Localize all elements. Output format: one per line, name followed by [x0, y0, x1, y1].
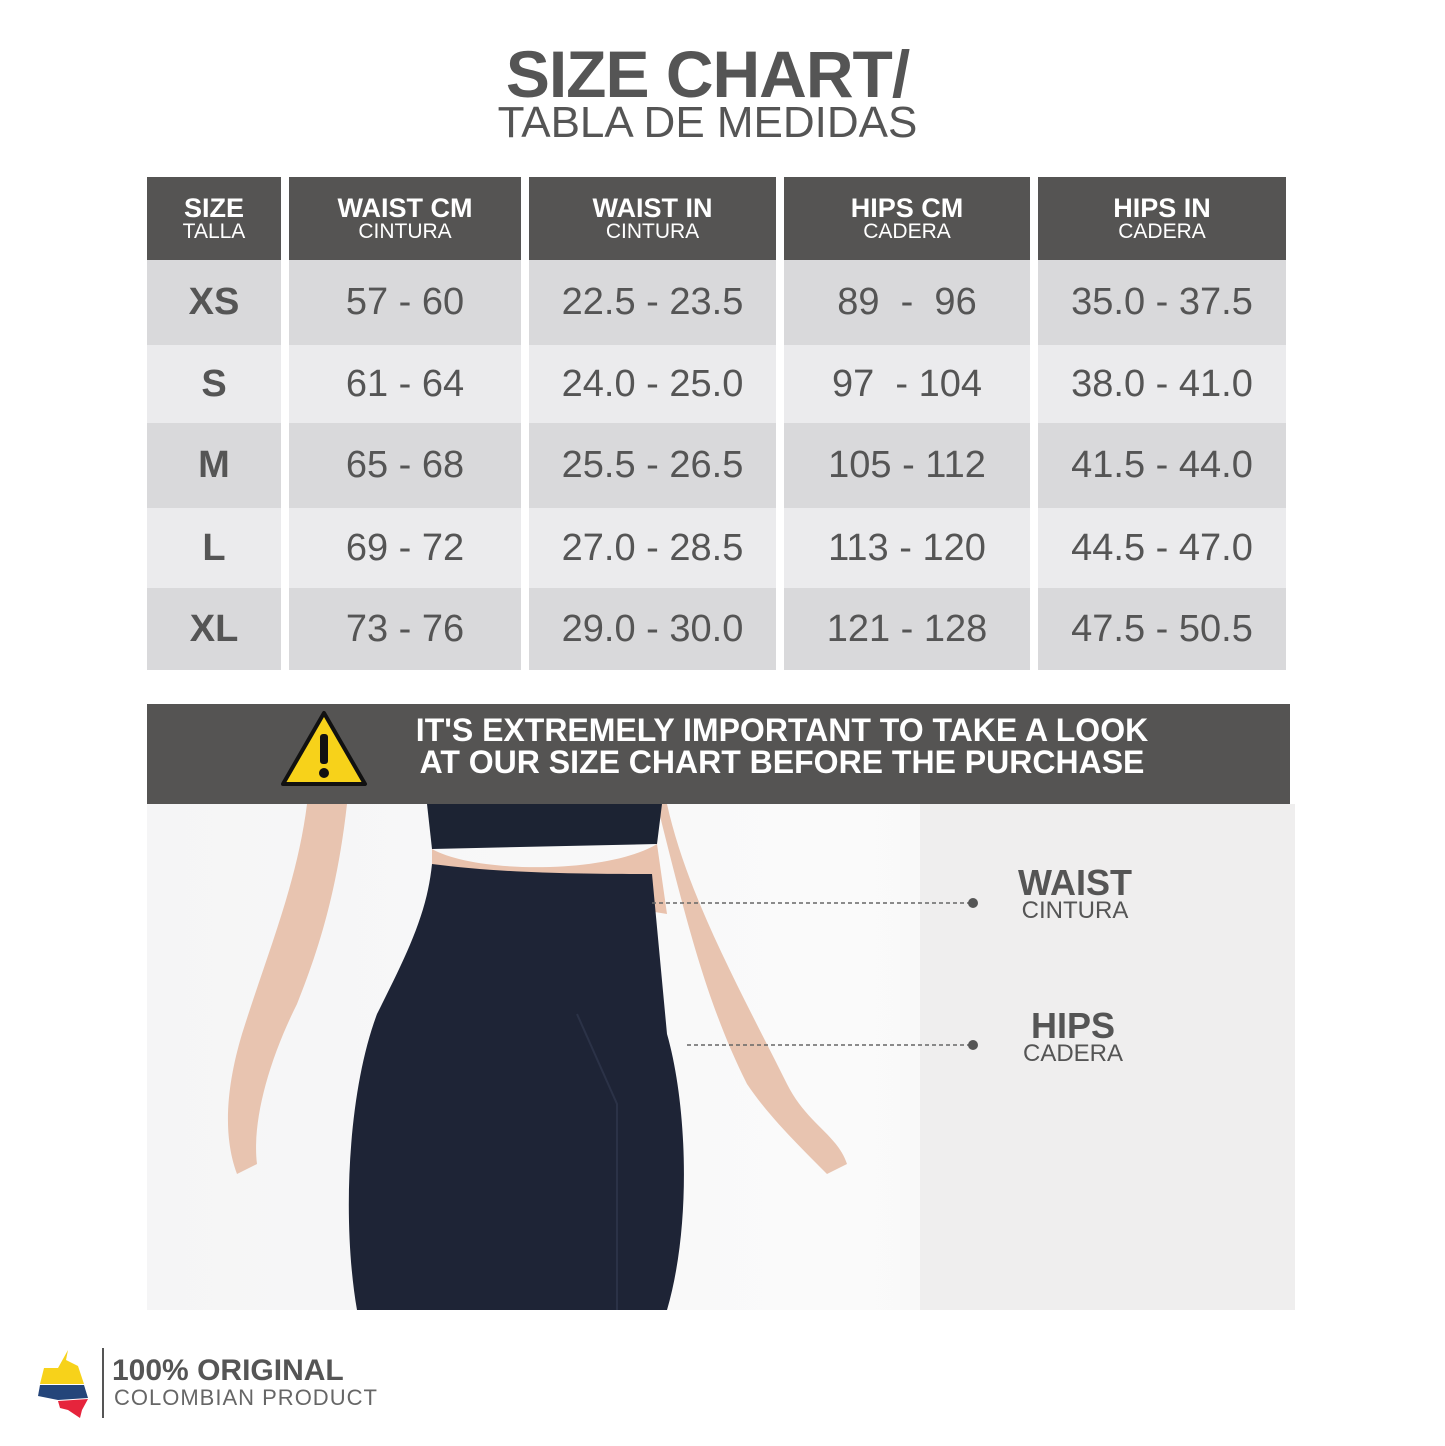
header-size: SIZE TALLA: [147, 177, 281, 260]
cell-hips-in: 44.5 - 47.0: [1038, 508, 1286, 588]
logo-divider: [102, 1348, 104, 1418]
hips-label: HIPS CADERA: [973, 1005, 1173, 1067]
cell-waist-cm: 61 - 64: [289, 345, 521, 423]
model-illustration: [227, 804, 847, 1310]
header-sublabel: CINTURA: [605, 219, 700, 243]
warning-triangle-icon: [281, 711, 367, 786]
header-sublabel: CADERA: [1118, 219, 1206, 243]
cell-hips-cm: 89 - 96: [784, 260, 1030, 345]
header-sublabel: CADERA: [863, 219, 951, 243]
cell-size: XS: [147, 260, 281, 345]
header-label: WAIST IN: [592, 192, 713, 223]
cell-waist-cm: 57 - 60: [289, 260, 521, 345]
footer-line-2: COLOMBIAN PRODUCT: [114, 1385, 378, 1410]
cell-hips-in: 41.5 - 44.0: [1038, 423, 1286, 508]
header-hips-cm: HIPS CM CADERA: [784, 177, 1030, 260]
cell-hips-in: 35.0 - 37.5: [1038, 260, 1286, 345]
hips-guide-dot: [968, 1040, 978, 1050]
waist-guide-dot: [968, 898, 978, 908]
header-label: WAIST CM: [337, 192, 473, 223]
warning-banner: IT'S EXTREMELY IMPORTANT TO TAKE A LOOK A…: [147, 704, 1290, 804]
cell-hips-in: 47.5 - 50.5: [1038, 588, 1286, 670]
cell-waist-cm: 73 - 76: [289, 588, 521, 670]
page-title: SIZE CHART/: [505, 37, 910, 111]
footer-line-1: 100% ORIGINAL: [112, 1354, 344, 1387]
cell-waist-in: 29.0 - 30.0: [529, 588, 776, 670]
cell-waist-in: 27.0 - 28.5: [529, 508, 776, 588]
cell-size: S: [147, 345, 281, 423]
cell-hips-in: 38.0 - 41.0: [1038, 345, 1286, 423]
header-label: HIPS CM: [850, 192, 964, 223]
header-sublabel: TALLA: [182, 219, 246, 243]
header-label: HIPS IN: [1113, 192, 1211, 223]
page-subtitle: TABLA DE MEDIDAS: [497, 98, 918, 147]
waist-label-en: WAIST: [1018, 862, 1132, 903]
cell-waist-in: 25.5 - 26.5: [529, 423, 776, 508]
cell-waist-cm: 69 - 72: [289, 508, 521, 588]
warning-line-1: IT'S EXTREMELY IMPORTANT TO TAKE A LOOK: [415, 712, 1149, 748]
model-photo: WAIST CINTURA HIPS CADERA: [147, 804, 1295, 1310]
warning-line-2: AT OUR SIZE CHART BEFORE THE PURCHASE: [419, 744, 1145, 780]
hips-label-en: HIPS: [1030, 1005, 1116, 1046]
measure-panel: [920, 804, 1295, 1310]
colombia-map-logo: [38, 1350, 88, 1418]
cell-waist-cm: 65 - 68: [289, 423, 521, 508]
header-hips-in: HIPS IN CADERA: [1038, 177, 1286, 260]
cell-waist-in: 24.0 - 25.0: [529, 345, 776, 423]
cell-size: M: [147, 423, 281, 508]
cell-hips-cm: 113 - 120: [784, 508, 1030, 588]
cell-hips-cm: 97 - 104: [784, 345, 1030, 423]
cell-waist-in: 22.5 - 23.5: [529, 260, 776, 345]
cell-hips-cm: 105 - 112: [784, 423, 1030, 508]
waist-label-es: CINTURA: [1021, 897, 1129, 924]
header-label: SIZE: [183, 192, 244, 223]
header-waist-cm: WAIST CM CINTURA: [289, 177, 521, 260]
header-waist-in: WAIST IN CINTURA: [529, 177, 776, 260]
cell-hips-cm: 121 - 128: [784, 588, 1030, 670]
hips-label-es: CADERA: [1022, 1040, 1124, 1067]
cell-size: L: [147, 508, 281, 588]
cell-size: XL: [147, 588, 281, 670]
header-sublabel: CINTURA: [358, 219, 452, 243]
waist-label: WAIST CINTURA: [975, 862, 1175, 924]
